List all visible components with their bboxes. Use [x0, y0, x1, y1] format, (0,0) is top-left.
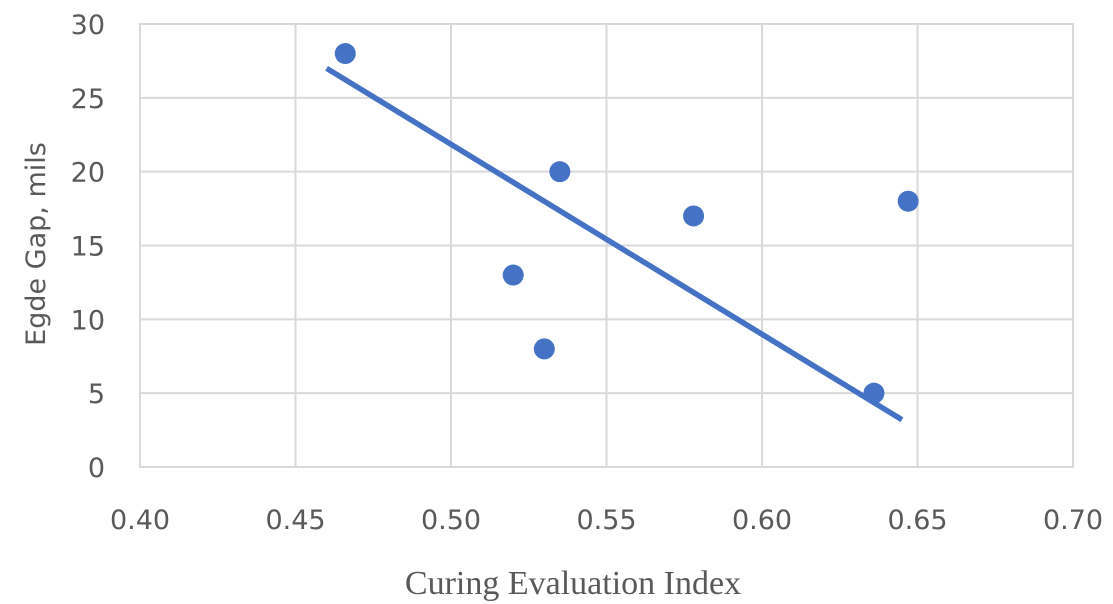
y-axis-label: Egde Gap, mils: [21, 142, 52, 346]
x-axis-label: Curing Evaluation Index: [405, 565, 741, 602]
x-tick-label: 0.55: [576, 505, 636, 536]
x-tick-label: 0.45: [265, 505, 325, 536]
x-tick-label: 0.60: [732, 505, 792, 536]
gridlines: [139, 23, 1074, 468]
data-points: [334, 43, 919, 404]
x-tick-label: 0.40: [110, 505, 170, 536]
trendline-group: [325, 65, 904, 423]
x-tick-label: 0.70: [1043, 505, 1103, 536]
x-tick-label: 0.65: [887, 505, 947, 536]
data-point: [897, 190, 919, 212]
plot-area-frame: [139, 23, 1074, 468]
data-point: [549, 161, 571, 183]
data-point: [683, 205, 705, 227]
x-axis-ticks: 0.40 0.45 0.50 0.55 0.60 0.65 0.70: [110, 505, 1103, 536]
y-tick-label: 20: [71, 158, 105, 189]
y-tick-label: 15: [71, 232, 105, 263]
data-point: [533, 338, 555, 360]
y-axis-ticks: 0 5 10 15 20 25 30: [71, 10, 105, 484]
y-tick-label: 10: [71, 305, 105, 336]
data-point: [502, 264, 524, 286]
y-tick-label: 5: [88, 379, 105, 410]
y-tick-label: 25: [71, 84, 105, 115]
y-tick-label: 0: [88, 453, 105, 484]
y-tick-label: 30: [71, 10, 105, 41]
x-tick-label: 0.50: [421, 505, 481, 536]
data-point: [863, 382, 885, 404]
data-point: [334, 43, 356, 65]
trendline: [325, 65, 904, 423]
